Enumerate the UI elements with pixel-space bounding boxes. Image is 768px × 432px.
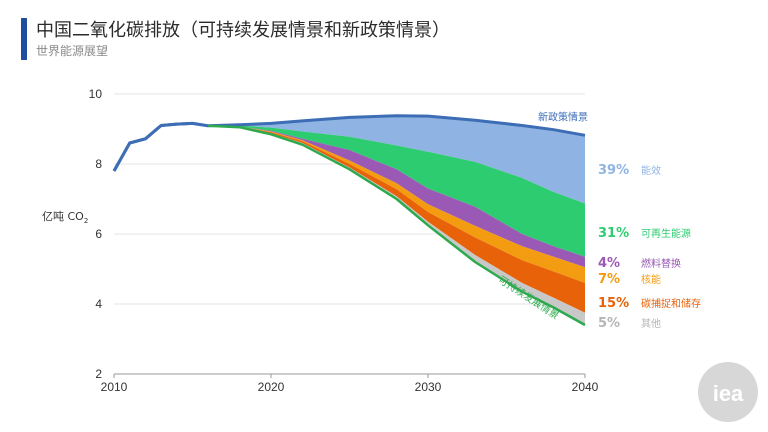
y-tick-label: 8 xyxy=(95,157,102,171)
legend-label-1: 能效 xyxy=(641,164,661,177)
iea-logo-text: iea xyxy=(713,381,744,406)
legend-pct-5: 15% xyxy=(598,296,629,311)
legend-pct-4: 7% xyxy=(598,272,620,287)
y-tick-label: 10 xyxy=(89,87,103,101)
x-tick-label: 2010 xyxy=(101,380,128,394)
wedge-area-3 xyxy=(208,125,585,268)
scenario-lines xyxy=(112,114,586,327)
legend: 39% 能效 31% 可再生能源 4% 燃料替换 7% 核能 15% 碳捕捉和储存 5% 其他 xyxy=(598,163,701,331)
wedge-areas xyxy=(208,115,585,325)
wedge-area-2 xyxy=(208,125,585,257)
wedge-area-5 xyxy=(208,125,585,313)
legend-pct-6: 5% xyxy=(598,316,620,331)
page-subtitle: 世界能源展望 xyxy=(36,44,109,58)
y-tick-label: 2 xyxy=(95,367,102,381)
y-axis-label-subscript: 2 xyxy=(84,217,88,225)
iea-logo-circle xyxy=(698,362,758,422)
series-label-stated: 新政策情景 xyxy=(538,111,588,124)
legend-label-3: 燃料替换 xyxy=(641,257,681,270)
y-tick-label: 6 xyxy=(95,227,102,241)
x-tick-label: 2040 xyxy=(572,380,599,394)
iea-logo: iea xyxy=(698,362,758,422)
title-accent-bar xyxy=(21,18,27,60)
y-axis-label: 亿吨 CO2 xyxy=(42,210,88,225)
axes: 2 4 6 8 10 2010 2020 2030 2040 亿吨 CO2 xyxy=(42,87,599,394)
legend-label-5: 碳捕捉和储存 xyxy=(641,297,701,310)
history-line xyxy=(112,121,209,172)
x-tick-label: 2030 xyxy=(415,380,442,394)
legend-pct-1: 39% xyxy=(598,163,629,178)
legend-label-4: 核能 xyxy=(641,273,661,286)
legend-pct-3: 4% xyxy=(598,256,620,271)
legend-label-2: 可再生能源 xyxy=(641,227,691,240)
y-tick-label: 4 xyxy=(95,297,102,311)
x-tick-label: 2020 xyxy=(258,380,285,394)
page-title: 中国二氧化碳排放（可持续发展情景和新政策情景） xyxy=(36,20,450,41)
legend-pct-2: 31% xyxy=(598,226,629,241)
wedge-area-1 xyxy=(208,115,585,204)
wedge-area-4 xyxy=(208,125,585,283)
legend-label-6: 其他 xyxy=(641,317,661,330)
